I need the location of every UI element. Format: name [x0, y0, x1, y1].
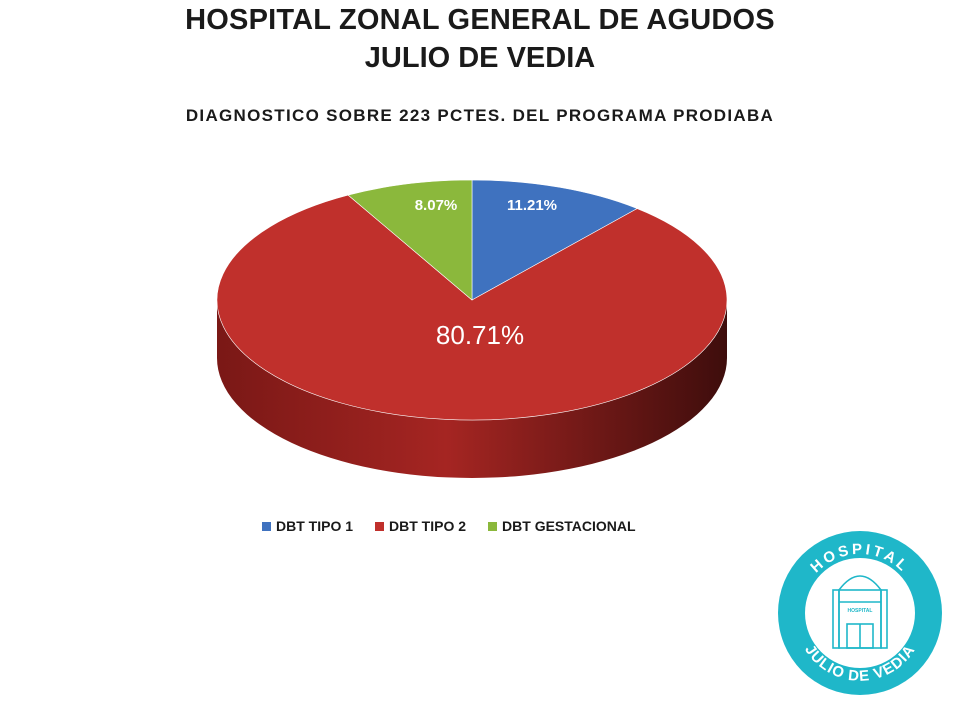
- data-label-dbt-gestacional: 8.07%: [415, 197, 458, 214]
- hospital-logo: HOSPITAL HOSPITAL JULIO DE VEDIA: [778, 531, 942, 695]
- legend-swatch-dbt-gestacional: [488, 521, 498, 531]
- legend-item-dbt-tipo-1: DBT TIPO 1: [262, 518, 353, 534]
- pie-side-wall: [217, 300, 727, 478]
- legend-item-dbt-tipo-2: DBT TIPO 2: [375, 518, 466, 534]
- data-label-dbt-tipo-2: 80.71%: [436, 320, 524, 350]
- legend-swatch-dbt-tipo-2: [375, 521, 385, 531]
- data-label-dbt-tipo-1: 11.21%: [507, 197, 557, 214]
- legend-label-dbt-gestacional: DBT GESTACIONAL: [502, 518, 636, 534]
- legend-item-dbt-gestacional: DBT GESTACIONAL: [488, 518, 636, 534]
- pie-slice-dbt-tipo-2: [216, 194, 728, 421]
- pie-slice-dbt-gestacional: [347, 179, 473, 301]
- legend-label-dbt-tipo-1: DBT TIPO 1: [276, 518, 354, 534]
- logo-inner-text: HOSPITAL: [848, 608, 873, 614]
- chart-title-line2: JULIO DE VEDIA: [364, 42, 596, 74]
- legend-label-dbt-tipo-2: DBT TIPO 2: [389, 518, 467, 534]
- chart-title-line1: HOSPITAL ZONAL GENERAL DE AGUDOS: [185, 4, 775, 36]
- chart-subtitle: DIAGNOSTICO SOBRE 223 PCTES. DEL PROGRAM…: [185, 106, 775, 125]
- pie-slice-dbt-tipo-1: [471, 179, 638, 301]
- legend-swatch-dbt-tipo-1: [262, 521, 271, 531]
- chart-legend: DBT TIPO 1 DBT TIPO 2 DBT GESTACIONAL: [262, 518, 636, 534]
